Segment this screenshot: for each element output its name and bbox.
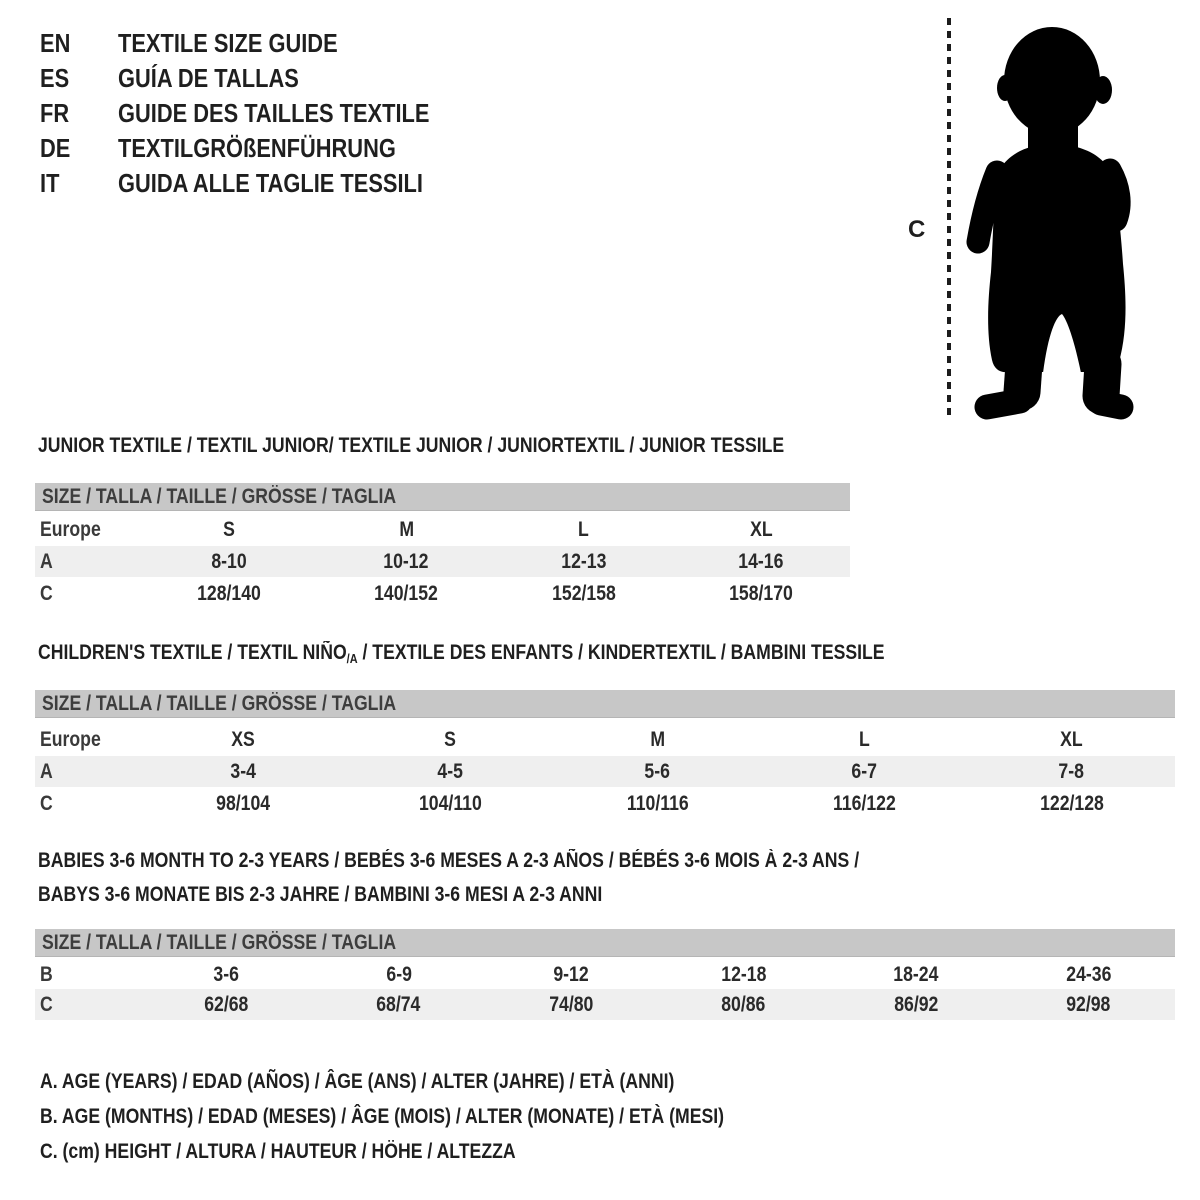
baby-silhouette-icon — [966, 27, 1134, 420]
babies-table-title-line2: BABYS 3-6 MONATE BIS 2-3 JAHRE / BAMBINI… — [38, 883, 603, 906]
value-cell: 4-5 — [437, 759, 464, 783]
value-cell: 116/122 — [833, 791, 896, 815]
language-code: DE — [40, 133, 71, 163]
value-cell: 10-12 — [383, 549, 429, 573]
guide-title: GUIDE DES TAILLES TEXTILE — [118, 98, 430, 128]
legend-note-c: C. (cm) HEIGHT / ALTURA / HAUTEUR / HÖHE… — [40, 1140, 516, 1163]
size-cell: S — [222, 517, 235, 541]
size-cell: S — [444, 727, 457, 751]
junior-table-title: JUNIOR TEXTILE / TEXTIL JUNIOR/ TEXTILE … — [38, 434, 785, 457]
value-cell: 3-6 — [213, 962, 239, 986]
children-row-europe: Europe XS S M L XL — [35, 724, 1175, 755]
legend-note-b: B. AGE (MONTHS) / EDAD (MESES) / ÂGE (MO… — [40, 1105, 725, 1128]
language-row-fr: FR GUIDE DES TAILLES TEXTILE — [40, 96, 489, 131]
value-cell: 140/152 — [374, 581, 439, 605]
size-cell: XL — [749, 517, 773, 541]
language-code: IT — [40, 168, 60, 198]
row-label: C — [40, 992, 53, 1016]
row-label: B — [40, 962, 53, 986]
language-row-es: ES GUÍA DE TALLAS — [40, 61, 489, 96]
value-cell: 86/92 — [894, 992, 939, 1016]
value-cell: 14-16 — [738, 549, 784, 573]
babies-row-age-months: B 3-6 6-9 9-12 12-18 18-24 24-36 — [35, 959, 1175, 990]
babies-table-title-line1: BABIES 3-6 MONTH TO 2-3 YEARS / BEBÉS 3-… — [38, 849, 860, 872]
value-cell: 68/74 — [376, 992, 421, 1016]
value-cell: 158/170 — [729, 581, 794, 605]
row-label: A — [40, 759, 53, 783]
value-cell: 110/116 — [626, 791, 689, 815]
size-cell: L — [859, 727, 870, 751]
value-cell: 128/140 — [196, 581, 261, 605]
value-cell: 92/98 — [1066, 992, 1111, 1016]
language-code: ES — [40, 63, 70, 93]
language-row-en: EN TEXTILE SIZE GUIDE — [40, 26, 489, 61]
row-label: Europe — [40, 517, 101, 541]
row-label: Europe — [40, 727, 101, 751]
value-cell: 3-4 — [230, 759, 257, 783]
language-code: FR — [40, 98, 70, 128]
value-cell: 18-24 — [893, 962, 939, 986]
guide-title: GUÍA DE TALLAS — [118, 63, 299, 93]
height-dashed-line — [947, 18, 951, 418]
row-label: C — [40, 791, 53, 815]
language-title-list: EN TEXTILE SIZE GUIDE ES GUÍA DE TALLAS … — [40, 26, 489, 201]
value-cell: 6-9 — [385, 962, 412, 986]
value-cell: 80/86 — [721, 992, 766, 1016]
junior-row-europe: Europe S M L XL — [35, 514, 850, 545]
value-cell: 12-18 — [721, 962, 767, 986]
children-size-header-band: SIZE / TALLA / TAILLE / GRÖSSE / TAGLIA — [35, 690, 1175, 718]
size-cell: XL — [1060, 727, 1083, 751]
value-cell: 104/110 — [419, 791, 482, 815]
value-cell: 122/128 — [1039, 791, 1104, 815]
children-table-title: CHILDREN'S TEXTILE / TEXTIL NIÑO/A / TEX… — [38, 641, 885, 666]
row-label: C — [40, 581, 53, 605]
value-cell: 74/80 — [549, 992, 594, 1016]
value-cell: 98/104 — [216, 791, 271, 815]
junior-size-header-band: SIZE / TALLA / TAILLE / GRÖSSE / TAGLIA — [35, 483, 850, 511]
value-cell: 5-6 — [644, 759, 671, 783]
size-cell: M — [650, 727, 665, 751]
guide-title: TEXTILE SIZE GUIDE — [118, 28, 338, 58]
value-cell: 62/68 — [204, 992, 249, 1016]
value-cell: 8-10 — [211, 549, 247, 573]
size-cell: L — [578, 517, 590, 541]
value-cell: 24-36 — [1066, 962, 1112, 986]
language-row-de: DE TEXTILGRÖßENFÜHRUNG — [40, 131, 489, 166]
value-cell: 152/158 — [551, 581, 616, 605]
value-cell: 6-7 — [851, 759, 878, 783]
children-row-height: C 98/104 104/110 110/116 116/122 122/128 — [35, 788, 1175, 819]
guide-title: GUIDA ALLE TAGLIE TESSILI — [118, 168, 423, 198]
language-code: EN — [40, 28, 71, 58]
size-cell: M — [398, 517, 414, 541]
junior-row-height: C 128/140 140/152 152/158 158/170 — [35, 578, 850, 609]
size-cell: XS — [231, 727, 256, 751]
babies-row-height: C 62/68 68/74 74/80 80/86 86/92 92/98 — [35, 989, 1175, 1020]
value-cell: 12-13 — [561, 549, 607, 573]
junior-row-age: A 8-10 10-12 12-13 14-16 — [35, 546, 850, 577]
guide-title: TEXTILGRÖßENFÜHRUNG — [118, 133, 396, 163]
row-label: A — [40, 549, 53, 573]
babies-size-header-band: SIZE / TALLA / TAILLE / GRÖSSE / TAGLIA — [35, 929, 1175, 957]
language-row-it: IT GUIDA ALLE TAGLIE TESSILI — [40, 166, 489, 201]
legend-note-a: A. AGE (YEARS) / EDAD (AÑOS) / ÂGE (ANS)… — [40, 1070, 675, 1093]
height-measure-label: C — [908, 216, 926, 243]
value-cell: 9-12 — [553, 962, 589, 986]
value-cell: 7-8 — [1058, 759, 1085, 783]
children-row-age: A 3-4 4-5 5-6 6-7 7-8 — [35, 756, 1175, 787]
